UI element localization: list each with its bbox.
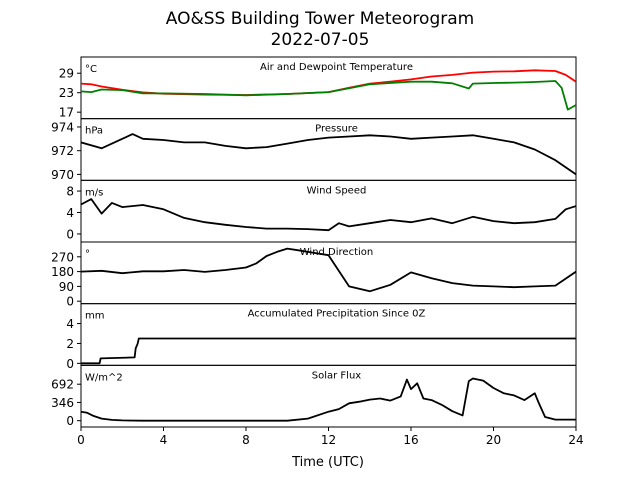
y-tick-label: 29 [59, 67, 74, 81]
x-tick-label: 12 [321, 433, 336, 447]
y-tick-label: 692 [51, 378, 74, 392]
panel: hPa Pressure 970 972 974 [51, 118, 577, 182]
panel-unit-label: ° [85, 249, 90, 260]
x-tick-label: 4 [160, 433, 168, 447]
x-tick-label: 8 [242, 433, 250, 447]
y-tick-label: 0 [66, 414, 74, 428]
panel-title: Pressure [315, 124, 358, 135]
x-tick-label: 24 [568, 433, 583, 447]
y-tick-label: 0 [66, 227, 74, 241]
y-tick-label: 0 [66, 357, 74, 371]
x-tick-label: 16 [403, 433, 418, 447]
figure-title: AO&SS Building Tower Meteorogram [166, 9, 474, 29]
series-line [81, 377, 576, 422]
panel-title: Accumulated Precipitation Since 0Z [248, 309, 426, 320]
y-tick-label: 970 [51, 168, 74, 182]
panel-title: Air and Dewpoint Temperature [260, 62, 413, 73]
series-line [81, 337, 576, 365]
series-line [81, 198, 576, 232]
y-tick-label: 17 [59, 106, 74, 120]
panel-title: Wind Speed [307, 185, 367, 196]
panel-unit-label: m/s [85, 187, 103, 198]
figure-subtitle: 2022-07-05 [271, 30, 370, 50]
panel: °C Air and Dewpoint Temperature 17 23 29 [59, 56, 577, 120]
y-tick-label: 346 [51, 396, 74, 410]
series-line [81, 247, 576, 293]
y-tick-label: 8 [66, 185, 74, 199]
series-line [81, 80, 576, 111]
y-tick-label: 4 [66, 206, 74, 220]
y-tick-label: 2 [66, 337, 74, 351]
x-axis-label: Time (UTC) [291, 455, 364, 470]
x-axis: 0 4 8 12 16 20 24 [77, 427, 584, 447]
y-tick-label: 972 [51, 144, 74, 158]
x-tick-label: 20 [486, 433, 501, 447]
panels: °C Air and Dewpoint Temperature 17 23 29 hPa P… [51, 56, 577, 428]
panel-title: Solar Flux [312, 370, 362, 381]
panel-unit-label: mm [85, 311, 104, 322]
x-tick-label: 0 [77, 433, 85, 447]
panel-title: Wind Direction [300, 247, 374, 258]
y-tick-label: 23 [59, 86, 74, 100]
y-tick-label: 974 [51, 120, 74, 134]
panel: mm Accumulated Precipitation Since 0Z 0 2 4 [66, 303, 577, 371]
panel-unit-label: W/m^2 [85, 372, 123, 383]
series-line [81, 133, 576, 176]
y-tick-label: 270 [51, 250, 74, 264]
y-tick-label: 90 [59, 280, 74, 294]
y-tick-label: 0 [66, 295, 74, 309]
panel: m/s Wind Speed 0 4 8 [66, 179, 577, 243]
panel: W/m^2 Solar Flux 0 346 692 [51, 364, 577, 428]
y-tick-label: 180 [51, 265, 74, 279]
y-tick-label: 4 [66, 317, 74, 331]
panel-unit-label: hPa [85, 126, 103, 137]
panel-unit-label: °C [85, 64, 97, 75]
